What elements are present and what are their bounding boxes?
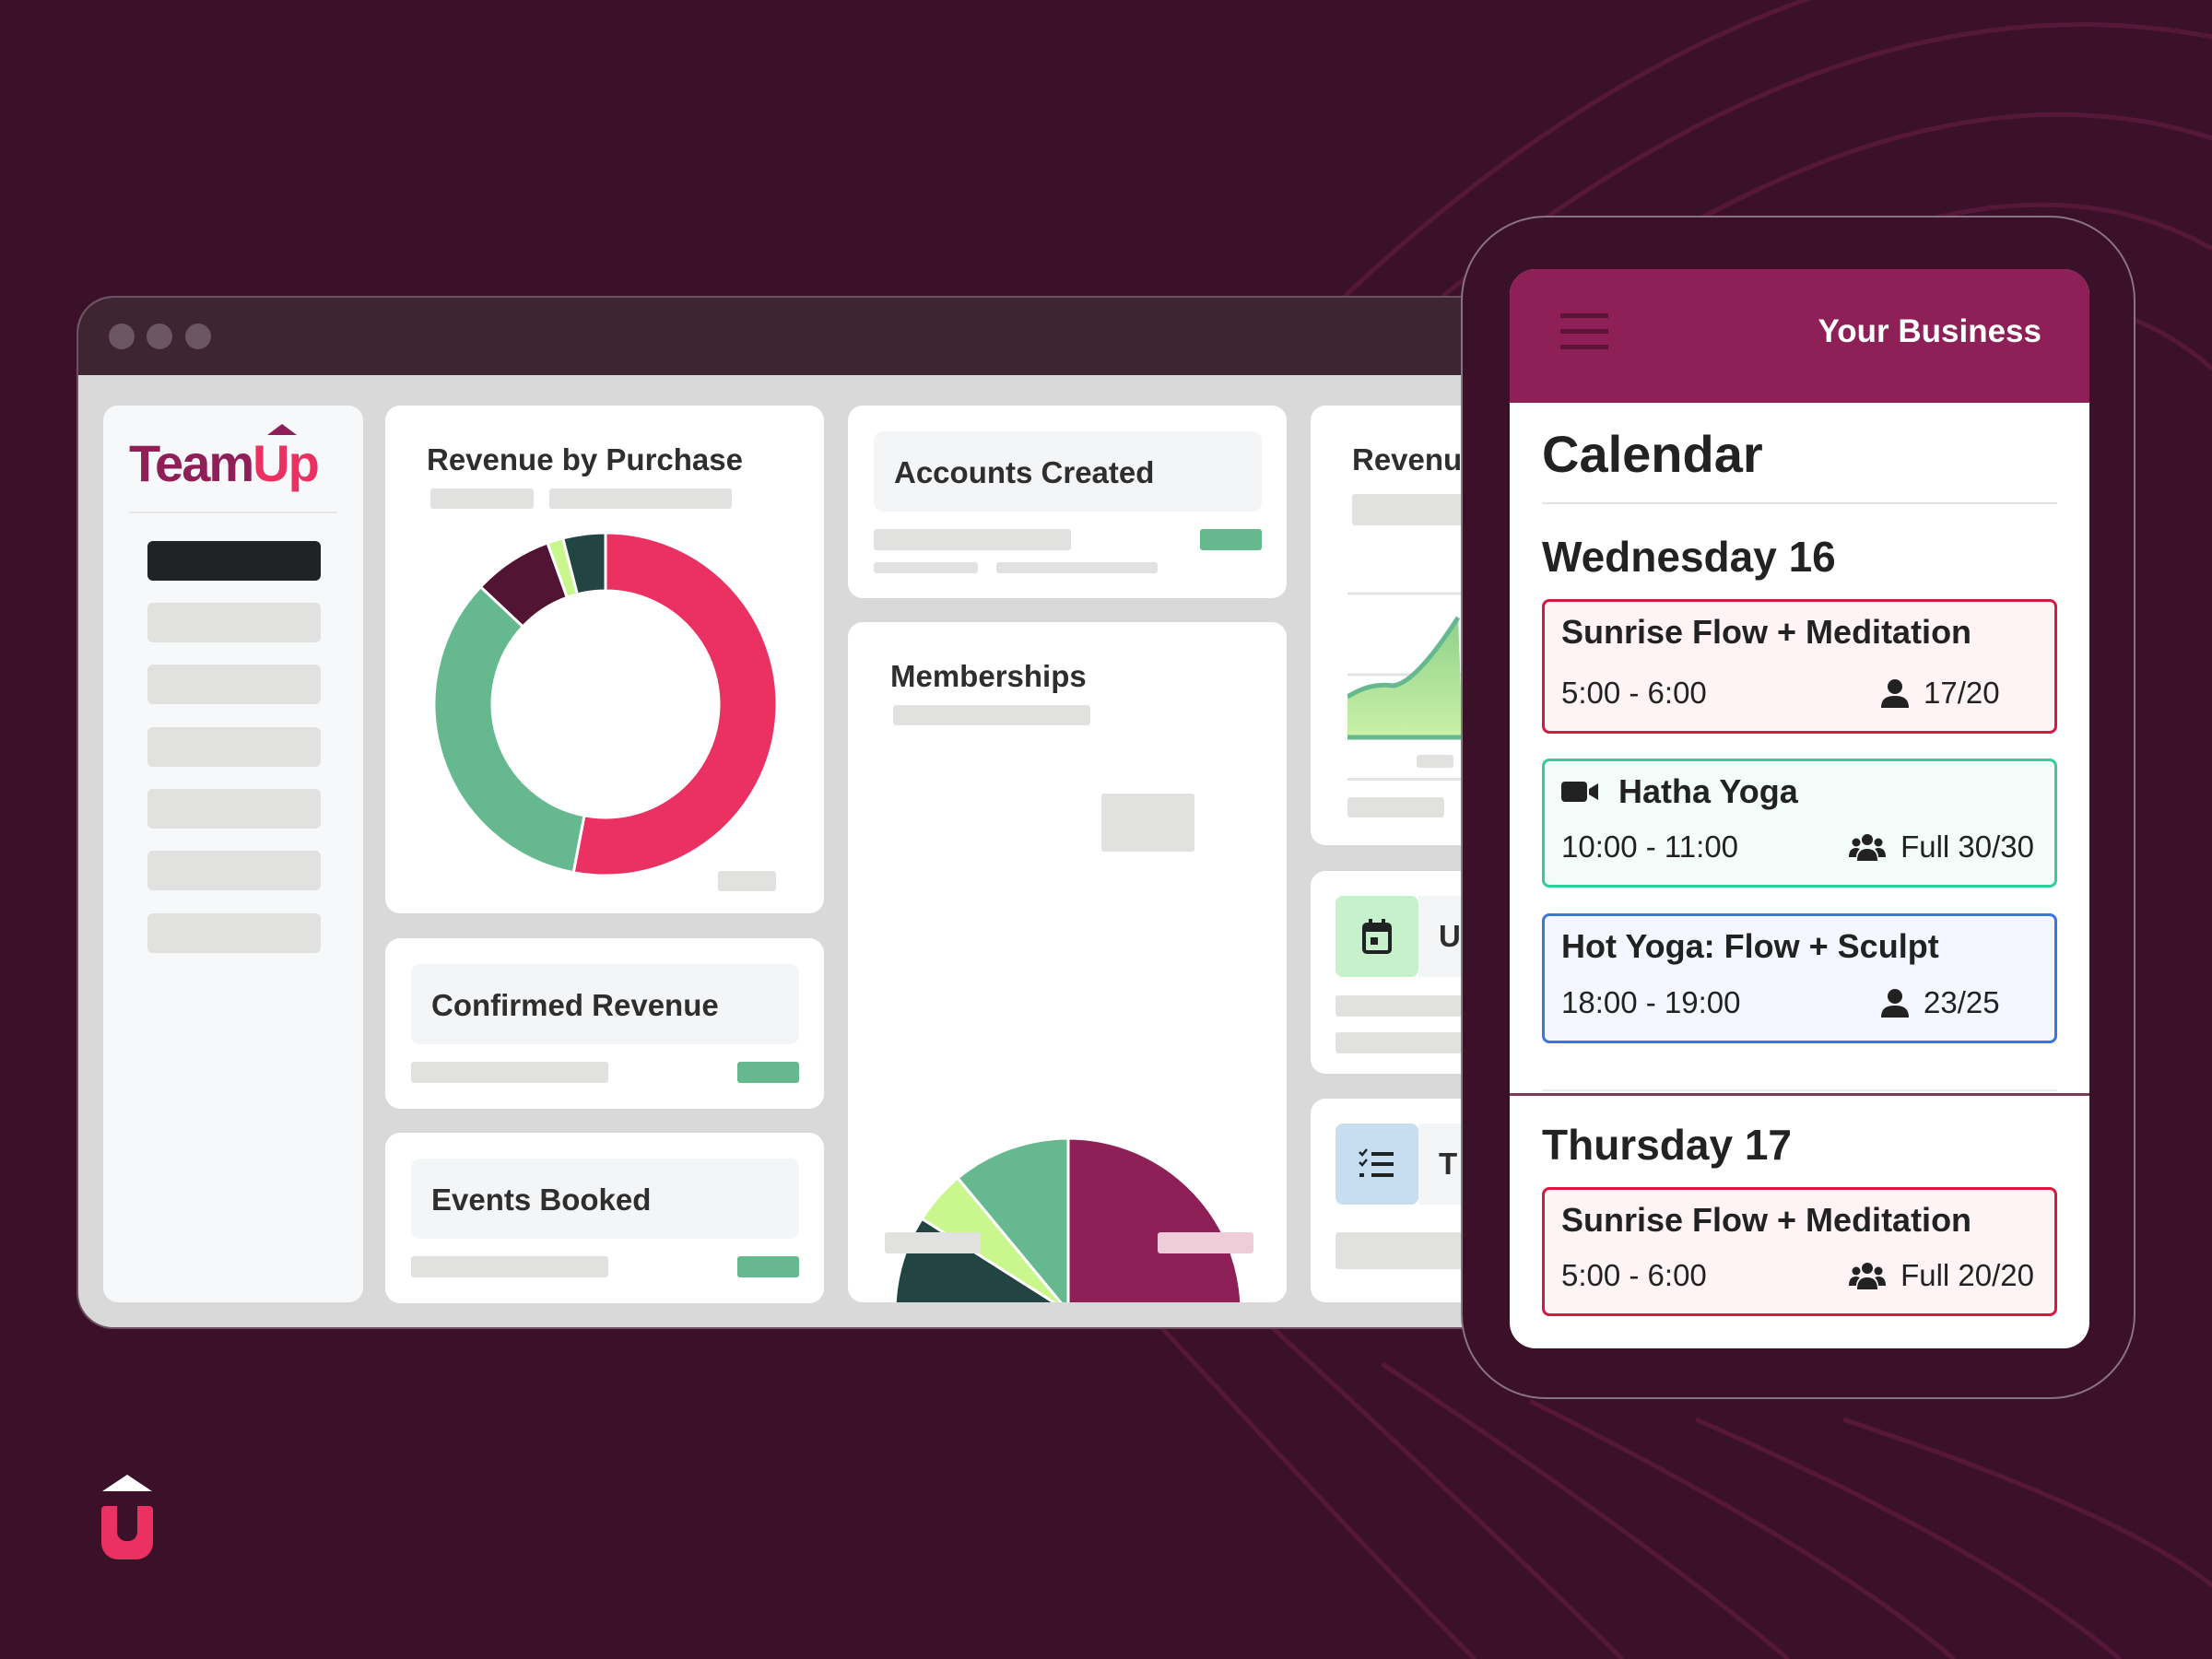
placeholder xyxy=(874,529,1071,550)
event-time: 10:00 - 11:00 xyxy=(1561,830,1739,864)
status-indicator xyxy=(737,1062,799,1083)
page-title: Calendar xyxy=(1542,425,1763,483)
donut-chart xyxy=(432,531,779,877)
video-camera-icon xyxy=(1561,781,1618,803)
event-card[interactable]: Sunrise Flow + Meditation 5:00 - 6:00 Fu… xyxy=(1542,1187,2057,1316)
divider xyxy=(129,512,337,513)
card-title: Events Booked xyxy=(431,1182,652,1217)
pie-chart xyxy=(893,1136,1243,1302)
placeholder xyxy=(874,562,978,573)
event-title: Hot Yoga: Flow + Sculpt xyxy=(1561,927,1939,965)
day-heading: Thursday 17 xyxy=(1542,1121,1792,1169)
card-title: Accounts Created xyxy=(894,455,1155,489)
placeholder xyxy=(549,488,732,509)
group-icon xyxy=(1849,833,1887,861)
checklist-icon xyxy=(1335,1124,1418,1205)
divider xyxy=(1347,778,1512,781)
status-indicator xyxy=(737,1256,799,1277)
placeholder xyxy=(893,705,1090,725)
person-icon xyxy=(1881,678,1909,708)
business-name: Your Business xyxy=(1818,313,2041,349)
window-maximize-dot[interactable] xyxy=(185,324,211,349)
card-title: T xyxy=(1439,1147,1458,1181)
app-header: Your Business xyxy=(1510,269,2089,403)
card-header: Accounts Created xyxy=(874,431,1262,512)
pie-slice-0 xyxy=(1066,1136,1243,1302)
card-title: Revenue by Purchase xyxy=(427,442,743,477)
calendar-icon xyxy=(1335,896,1418,977)
section-divider xyxy=(1510,1093,2089,1096)
status-indicator xyxy=(1200,529,1262,550)
event-time: 5:00 - 6:00 xyxy=(1561,676,1707,710)
phone-screen: Your Business Calendar Wednesday 16 Sunr… xyxy=(1510,269,2089,1348)
event-capacity: 17/20 xyxy=(1881,676,2034,711)
day-heading: Wednesday 16 xyxy=(1542,533,1836,581)
logo-text: TeamUp xyxy=(129,434,320,492)
card-header: Confirmed Revenue xyxy=(411,964,799,1044)
placeholder xyxy=(430,488,534,509)
browser-window: TeamUp Revenue by Purchase Confirmed Rev… xyxy=(76,296,1514,1329)
sidebar-item[interactable] xyxy=(147,603,321,642)
event-capacity: Full 30/30 xyxy=(1849,830,2034,865)
teamup-logo-mark xyxy=(100,1475,155,1562)
placeholder xyxy=(411,1256,608,1277)
sidebar-item[interactable] xyxy=(147,913,321,953)
sidebar-item[interactable] xyxy=(147,789,321,829)
confirmed-revenue-card[interactable]: Confirmed Revenue xyxy=(385,938,824,1109)
event-time: 5:00 - 6:00 xyxy=(1561,1258,1707,1292)
card-title: Revenu xyxy=(1352,442,1463,477)
accounts-created-card[interactable]: Accounts Created xyxy=(848,406,1287,598)
event-time: 18:00 - 19:00 xyxy=(1561,985,1741,1019)
event-card[interactable]: Sunrise Flow + Meditation 5:00 - 6:00 17… xyxy=(1542,599,2057,734)
area-series xyxy=(1347,618,1463,737)
event-capacity: Full 20/20 xyxy=(1849,1258,2034,1293)
placeholder xyxy=(996,562,1158,573)
sidebar-item[interactable] xyxy=(147,665,321,704)
area-chart xyxy=(1347,592,1512,740)
browser-titlebar xyxy=(78,298,1512,375)
logo-u-icon xyxy=(101,1506,153,1559)
sidebar: TeamUp xyxy=(103,406,363,1302)
event-capacity: 23/25 xyxy=(1881,985,2034,1020)
memberships-card[interactable]: Memberships xyxy=(848,622,1287,1302)
hamburger-menu-icon[interactable] xyxy=(1560,313,1608,349)
donut-slice-1 xyxy=(432,584,586,875)
window-minimize-dot[interactable] xyxy=(147,324,172,349)
placeholder xyxy=(1101,794,1194,852)
event-title: Sunrise Flow + Meditation xyxy=(1561,613,1972,651)
pie-slice-5 xyxy=(956,1136,1070,1302)
group-icon xyxy=(1849,1262,1887,1289)
donut-slice-0 xyxy=(571,531,779,877)
window-close-dot[interactable] xyxy=(109,324,135,349)
sidebar-item-active[interactable] xyxy=(147,541,321,581)
person-icon xyxy=(1881,988,1909,1018)
event-title: Hatha Yoga xyxy=(1561,772,1798,811)
event-title: Sunrise Flow + Meditation xyxy=(1561,1201,1972,1239)
placeholder xyxy=(1158,1232,1253,1253)
teamup-logo[interactable]: TeamUp xyxy=(129,424,320,493)
revenue-by-purchase-card[interactable]: Revenue by Purchase xyxy=(385,406,824,913)
placeholder xyxy=(411,1062,608,1083)
card-header: Events Booked xyxy=(411,1159,799,1239)
sidebar-item[interactable] xyxy=(147,851,321,890)
donut-slice-4 xyxy=(560,531,607,596)
phone-mockup: Your Business Calendar Wednesday 16 Sunr… xyxy=(1461,216,2136,1399)
card-title: Memberships xyxy=(890,659,1087,693)
logo-roof-icon xyxy=(267,424,297,435)
events-booked-card[interactable]: Events Booked xyxy=(385,1133,824,1303)
sidebar-item[interactable] xyxy=(147,727,321,767)
event-card[interactable]: Hot Yoga: Flow + Sculpt 18:00 - 19:00 23… xyxy=(1542,913,2057,1043)
placeholder xyxy=(1347,797,1444,818)
card-title: U xyxy=(1439,919,1461,953)
placeholder xyxy=(885,1232,981,1253)
area-series-line xyxy=(1347,616,1461,700)
card-title: Confirmed Revenue xyxy=(431,988,719,1022)
logo-roof-icon xyxy=(102,1475,152,1491)
divider xyxy=(1542,1089,2057,1091)
event-card[interactable]: Hatha Yoga 10:00 - 11:00 Full 30/30 xyxy=(1542,759,2057,888)
placeholder xyxy=(718,871,776,891)
placeholder xyxy=(1417,755,1453,768)
divider xyxy=(1542,502,2057,504)
